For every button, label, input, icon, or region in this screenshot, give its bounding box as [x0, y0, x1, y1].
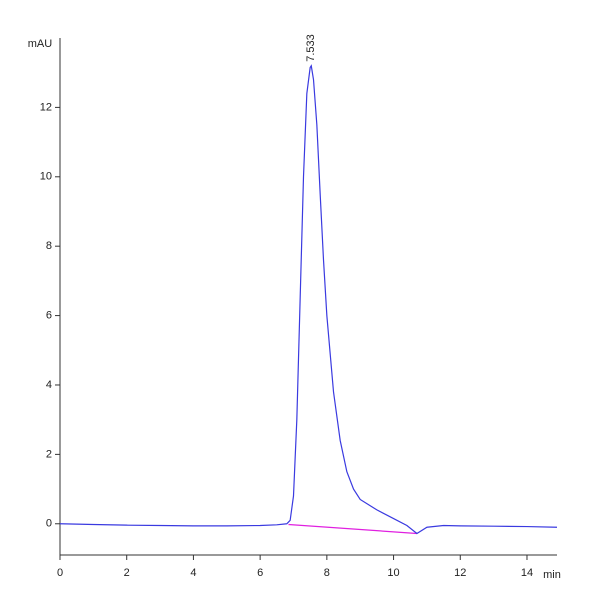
x-tick-label: 4 [190, 567, 196, 579]
y-tick-label: 8 [46, 240, 52, 252]
x-tick-label: 6 [257, 567, 263, 579]
y-tick-label: 0 [46, 518, 52, 530]
peak-label: 7.533 [305, 34, 317, 62]
x-tick-label: 10 [387, 567, 399, 579]
y-tick-label: 4 [46, 379, 52, 391]
signal-line [59, 64, 558, 535]
x-tick-label: 8 [324, 567, 330, 579]
y-tick-label: 2 [46, 448, 52, 460]
y-axis-label: mAU [28, 38, 53, 50]
x-tick-label: 12 [454, 567, 466, 579]
x-tick-label: 14 [521, 567, 533, 579]
y-tick-label: 6 [46, 309, 52, 321]
baseline [288, 523, 417, 535]
y-tick-label: 10 [40, 171, 52, 183]
x-tick-label: 0 [57, 567, 63, 579]
y-tick-label: 12 [40, 101, 52, 113]
x-axis-label: min [543, 569, 561, 581]
x-tick-label: 2 [124, 567, 130, 579]
